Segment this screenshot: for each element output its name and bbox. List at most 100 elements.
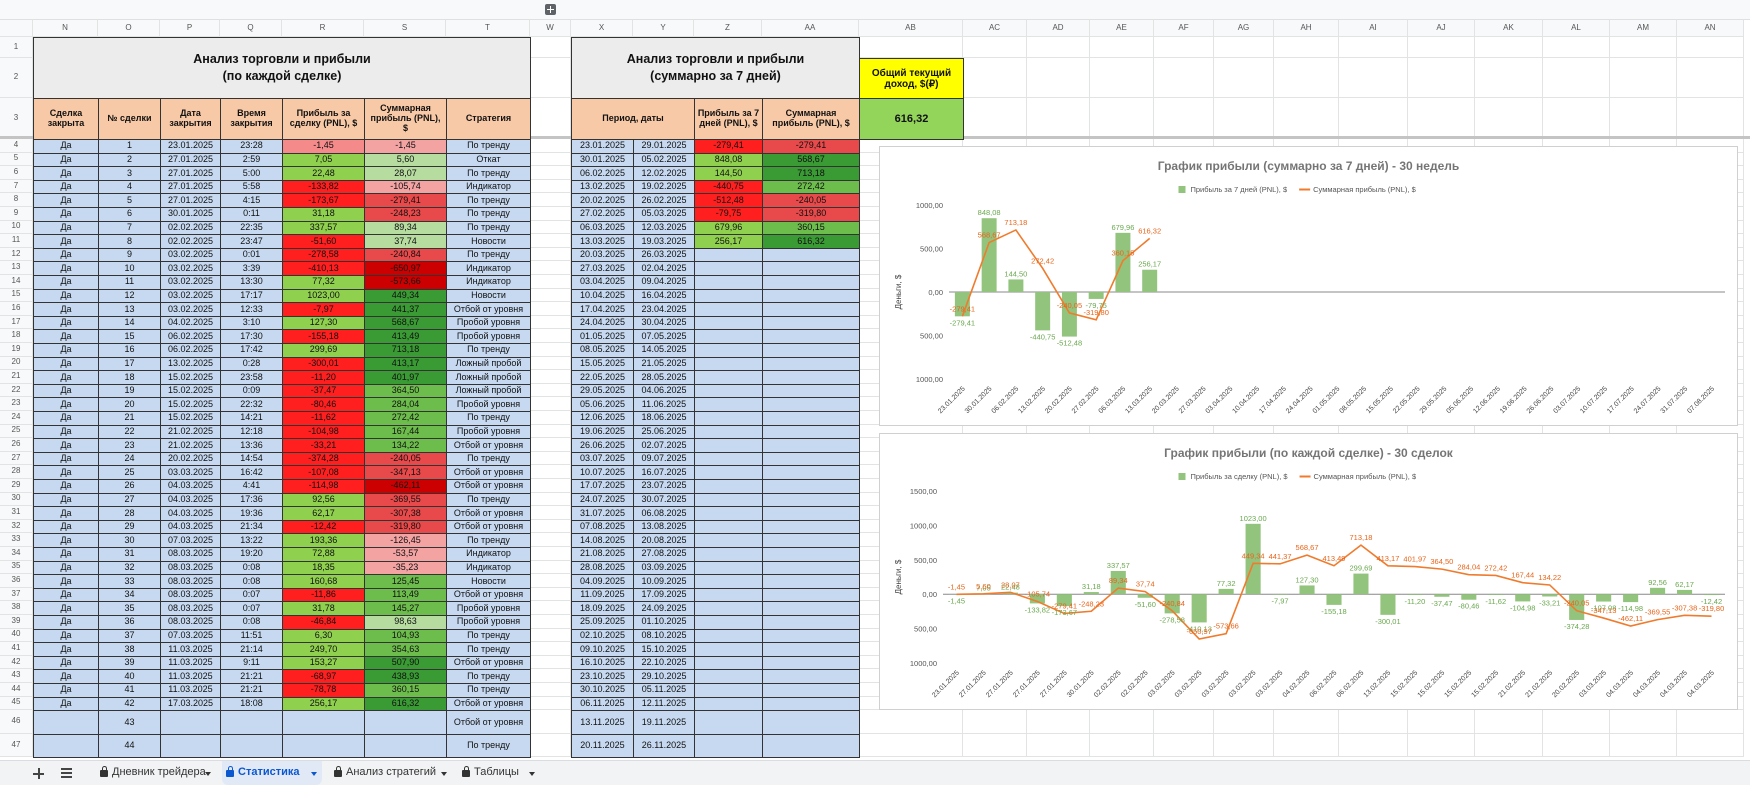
trade-cell: 27.01.2025 — [160, 179, 221, 195]
legend-label: Прибыль за 7 дней (PNL), $ — [1191, 185, 1288, 194]
week-cell — [694, 628, 763, 644]
week-cell — [762, 710, 860, 736]
trade-cell: 25 — [98, 465, 161, 480]
trade-cell: 77,32 — [282, 275, 365, 290]
trade-cell: 08.03.2025 — [160, 601, 221, 616]
cell — [1610, 98, 1677, 139]
data-label: 284,04 — [1457, 563, 1480, 572]
week-cell: 19.03.2025 — [633, 234, 695, 249]
sheet-tab[interactable]: Статистика — [222, 761, 322, 785]
column-header: T — [446, 20, 530, 37]
trade-cell — [33, 734, 99, 759]
trade-cell: Да — [33, 343, 99, 358]
trade-cell: 23:47 — [220, 234, 283, 249]
data-label: 134,22 — [1538, 573, 1561, 582]
trade-cell: По тренду — [446, 247, 531, 263]
week-cell: 25.09.2025 — [571, 615, 634, 630]
sheet-tab[interactable]: Дневник трейдера — [96, 761, 216, 785]
column-header: W — [530, 20, 571, 37]
trade-cell: Пробой уровня — [446, 615, 531, 630]
trade-cell: -410,13 — [282, 261, 365, 276]
data-label: -37,47 — [1431, 599, 1452, 608]
week-cell: 16.04.2025 — [633, 288, 695, 304]
trade-cell: -11,86 — [282, 587, 365, 603]
week-cell: 23.04.2025 — [633, 302, 695, 317]
trade-cell: 104,93 — [364, 628, 447, 644]
trade-cell: -319,80 — [364, 519, 447, 535]
trade-cell: 113,49 — [364, 587, 447, 603]
trade-cell: По тренду — [446, 642, 531, 657]
column-header: AM — [1610, 20, 1677, 37]
week-cell: 06.11.2025 — [571, 696, 634, 712]
trade-cell: 14:21 — [220, 411, 283, 426]
week-cell — [694, 655, 763, 671]
week-cell — [694, 343, 763, 358]
trade-cell: 19 — [98, 383, 161, 399]
x-tick-label: 04.03.2025 — [1659, 669, 1689, 699]
x-tick-label: 13.02.2025 — [1017, 385, 1047, 415]
trade-cell: Да — [33, 547, 99, 562]
row-number: 39 — [0, 615, 33, 629]
x-tick-label: 04.03.2025 — [1632, 669, 1662, 699]
trade-cell: 23:28 — [220, 139, 283, 154]
data-label: -410,13 — [1186, 624, 1211, 633]
trade-cell: 2 — [98, 152, 161, 168]
trade-cell: Отбой от уровня — [446, 655, 531, 671]
trade-cell: 438,93 — [364, 669, 447, 684]
data-label: -512,48 — [1057, 339, 1082, 348]
trade-cell: 134,22 — [364, 438, 447, 453]
trade-cell: 40 — [98, 669, 161, 684]
week-cell: -79,75 — [694, 207, 763, 222]
column-header: AN — [1677, 20, 1744, 37]
y-tick-label: 1500,00 — [910, 487, 937, 496]
title-line: Анализ торговли и прибыли — [193, 52, 371, 67]
lock-shackle — [463, 766, 469, 772]
week-cell: 05.11.2025 — [633, 683, 695, 698]
trade-cell: 11.03.2025 — [160, 669, 221, 684]
week-cell — [694, 411, 763, 426]
data-label: 28,07 — [1001, 580, 1020, 589]
trade-cell: 03.02.2025 — [160, 275, 221, 290]
sheet-tab[interactable]: Таблицы — [458, 761, 540, 785]
cell — [530, 587, 571, 602]
week-cell: 21.08.2025 — [571, 547, 634, 562]
week-cell: 144,50 — [694, 166, 763, 181]
week-cell — [694, 519, 763, 535]
row-number: 22 — [0, 383, 33, 398]
y-tick-label: 0,00 — [922, 590, 937, 599]
all-sheets-button[interactable] — [61, 768, 72, 778]
cell — [530, 601, 571, 615]
lock-icon — [462, 770, 470, 777]
cell — [1610, 734, 1677, 758]
data-label: 364,50 — [1430, 557, 1453, 566]
cell — [1027, 98, 1090, 139]
trade-cell: Пробой уровня — [446, 329, 531, 344]
data-label: 7,05 — [976, 584, 991, 593]
trade-cell: 272,42 — [364, 411, 447, 426]
week-cell: 09.10.2025 — [571, 642, 634, 657]
add-sheet-button[interactable] — [33, 768, 44, 779]
sheet-tab[interactable]: Анализ стратегий — [330, 761, 452, 785]
cell — [530, 302, 571, 316]
trade-cell: Да — [33, 533, 99, 548]
y-tick-label: 500,00 — [914, 556, 937, 565]
row-number: 17 — [0, 315, 33, 330]
x-tick-label: 07.08.2025 — [1686, 385, 1716, 415]
week-cell: 05.03.2025 — [633, 207, 695, 222]
trade-cell: Да — [33, 139, 99, 154]
trade-cell: По тренду — [446, 207, 531, 222]
data-label: 360,15 — [1111, 249, 1134, 258]
week-cell — [694, 683, 763, 698]
x-tick-label: 24.04.2025 — [1285, 385, 1315, 415]
trade-cell — [160, 734, 221, 759]
trade-cell: 11 — [98, 275, 161, 290]
trade-cell: 20.02.2025 — [160, 451, 221, 467]
x-tick-label: 03.02.2025 — [1228, 669, 1258, 699]
tab-arrow — [205, 772, 211, 776]
cell — [1610, 710, 1677, 735]
trade-cell: 125,45 — [364, 574, 447, 589]
week-cell: 26.03.2025 — [633, 247, 695, 263]
bar — [1299, 585, 1315, 595]
add-column-button[interactable] — [545, 4, 556, 15]
trade-cell: Отбой от уровня — [446, 696, 531, 712]
